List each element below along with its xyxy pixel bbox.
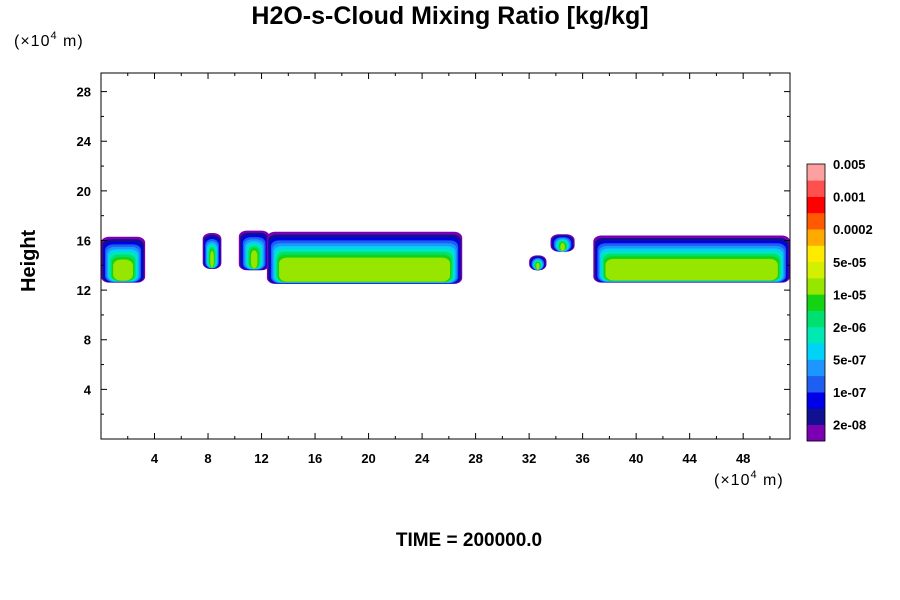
y-axis-unit: (×104 m) [14, 30, 84, 50]
y-tick-label: 16 [77, 233, 91, 248]
colorbar-swatch [807, 294, 825, 311]
colorbar-swatch [807, 375, 825, 393]
x-tick-label: 16 [308, 451, 322, 466]
colorbar-swatch [807, 343, 825, 360]
y-axis-ticks: 4 8 12 16 20 24 28 [77, 85, 790, 415]
cloud-contour [536, 262, 540, 270]
colorbar: 2e-08 1e-07 5e-07 2e-06 1e-05 5e-05 0.0002 0.00… [806, 157, 873, 442]
colorbar-swatch [807, 392, 825, 409]
x-axis-unit: (×104 m) [714, 469, 784, 489]
cloud-contour [560, 242, 565, 251]
x-tick-label: 40 [629, 451, 643, 466]
cloud-contour [210, 250, 214, 268]
x-tick-label: 32 [522, 451, 536, 466]
y-tick-label: 12 [77, 283, 91, 298]
colorbar-label: 2e-06 [833, 320, 866, 335]
colorbar-swatch [807, 261, 825, 279]
colorbar-label: 0.001 [833, 190, 866, 205]
colorbar-swatch [807, 359, 825, 377]
time-label: TIME = 200000.0 [395, 530, 543, 551]
colorbar-swatch [807, 229, 825, 246]
colorbar-swatch [807, 212, 825, 230]
colorbar-label: 1e-05 [833, 287, 866, 302]
colorbar-label: 2e-08 [833, 418, 866, 433]
x-tick-label: 12 [254, 451, 268, 466]
x-tick-label: 20 [361, 451, 375, 466]
colorbar-swatch [807, 310, 825, 328]
cloud-contour [113, 259, 133, 281]
colorbar-swatch [807, 424, 825, 442]
plot-frame [100, 72, 791, 440]
colorbar-swatch [807, 180, 825, 197]
colorbar-label: 0.005 [833, 157, 866, 172]
x-tick-label: 48 [736, 451, 750, 466]
y-tick-label: 28 [77, 85, 91, 100]
y-tick-label: 8 [84, 333, 91, 348]
y-tick-label: 24 [77, 134, 92, 149]
x-axis-ticks: 4 8 12 16 20 24 28 32 36 40 44 48 [127, 73, 771, 466]
cloud-contour [605, 258, 778, 281]
colorbar-swatch [807, 245, 825, 263]
x-tick-label: 28 [468, 451, 482, 466]
x-tick-label: 8 [204, 451, 211, 466]
cloud-field [101, 230, 790, 284]
colorbar-frame [806, 163, 826, 442]
cloud-contour [250, 250, 258, 269]
colorbar-swatch [807, 326, 825, 344]
colorbar-label: 0.0002 [833, 222, 873, 237]
x-tick-label: 44 [682, 451, 697, 466]
colorbar-swatch [807, 408, 825, 426]
colorbar-label: 5e-07 [833, 353, 866, 368]
x-tick-label: 24 [415, 451, 430, 466]
colorbar-label: 1e-07 [833, 385, 866, 400]
chart-title: H2O-s-Cloud Mixing Ratio [kg/kg] [251, 2, 649, 30]
y-tick-label: 20 [77, 184, 91, 199]
colorbar-swatch [807, 196, 825, 214]
cloud-contour [279, 257, 451, 282]
x-tick-label: 4 [151, 451, 159, 466]
y-tick-label: 4 [84, 382, 92, 397]
colorbar-swatch [807, 164, 825, 181]
colorbar-swatch [807, 278, 825, 295]
colorbar-label: 5e-05 [833, 255, 866, 270]
x-tick-label: 36 [575, 451, 589, 466]
